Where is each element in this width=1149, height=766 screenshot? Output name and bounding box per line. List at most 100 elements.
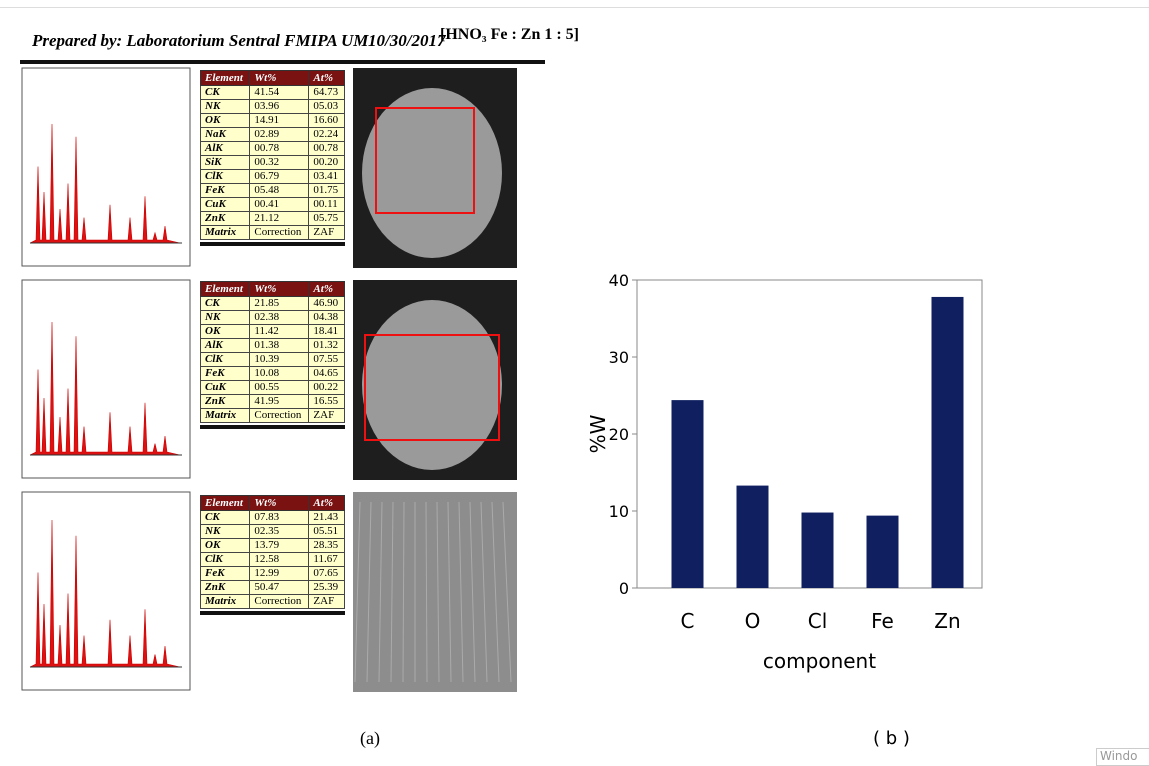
cell: CuK (201, 381, 250, 395)
cell: FeK (201, 567, 250, 581)
cell: ZAF (309, 595, 345, 609)
cell: 00.20 (309, 156, 345, 170)
watermark: Windo (1096, 748, 1149, 766)
cell: OK (201, 325, 250, 339)
x-tick-label: Fe (871, 609, 894, 633)
caption-a: (a) (360, 728, 380, 749)
cell: NaK (201, 128, 250, 142)
cell: CK (201, 297, 250, 311)
cell: 05.51 (309, 525, 345, 539)
cell: ZnK (201, 395, 250, 409)
cell: 01.32 (309, 339, 345, 353)
table-row: ClK06.7903.41 (201, 170, 345, 184)
page: {"header": {"prepared_by": "Prepared by:… (0, 0, 1149, 762)
cell: AlK (201, 339, 250, 353)
y-tick-label: 20 (609, 425, 629, 444)
x-tick-label: Zn (934, 609, 960, 633)
cell: 10.39 (250, 353, 309, 367)
cell: 04.65 (309, 367, 345, 381)
cell: 05.75 (309, 212, 345, 226)
table-rule (200, 611, 345, 615)
bar (802, 513, 834, 588)
cell: 00.55 (250, 381, 309, 395)
cell: 02.38 (250, 311, 309, 325)
cell: 46.90 (309, 297, 345, 311)
cell: 05.48 (250, 184, 309, 198)
cell: ZAF (309, 409, 345, 423)
cell: 00.22 (309, 381, 345, 395)
bar (932, 297, 964, 588)
cell: ZAF (309, 226, 345, 240)
cell: 00.78 (250, 142, 309, 156)
cell: 10.08 (250, 367, 309, 381)
x-tick-label: Cl (808, 609, 828, 633)
cell: 11.42 (250, 325, 309, 339)
table-row: MatrixCorrectionZAF (201, 226, 345, 240)
cell: 07.55 (309, 353, 345, 367)
cell: 06.79 (250, 170, 309, 184)
cell: SiK (201, 156, 250, 170)
cell: 00.32 (250, 156, 309, 170)
y-tick-label: 0 (619, 579, 629, 598)
y-tick-label: 30 (609, 348, 629, 367)
cell: ClK (201, 353, 250, 367)
cell: 18.41 (309, 325, 345, 339)
table-row: FeK10.0804.65 (201, 367, 345, 381)
cell: NK (201, 311, 250, 325)
cell: CK (201, 511, 250, 525)
header-cell: At% (309, 496, 345, 511)
table-row: NK03.9605.03 (201, 100, 345, 114)
sem-particle (362, 88, 502, 258)
cell: 04.38 (309, 311, 345, 325)
cell: 50.47 (250, 581, 309, 595)
table-row: OK13.7928.35 (201, 539, 345, 553)
table-rule (200, 242, 345, 246)
header-cell: Element (201, 496, 250, 511)
cell: 03.41 (309, 170, 345, 184)
bar (867, 516, 899, 588)
cell: 41.95 (250, 395, 309, 409)
table-row: ZnK41.9516.55 (201, 395, 345, 409)
x-tick-label: C (681, 609, 695, 633)
cell: ClK (201, 170, 250, 184)
cell: 12.58 (250, 553, 309, 567)
cell: 11.67 (309, 553, 345, 567)
y-tick-label: 40 (609, 271, 629, 290)
x-tick-label: O (745, 609, 761, 633)
bar (672, 400, 704, 588)
eds-table: ElementWt%At%CK41.5464.73NK03.9605.03OK1… (200, 70, 345, 240)
cell: 07.65 (309, 567, 345, 581)
header-cell: Element (201, 282, 250, 297)
cell: Correction (250, 226, 309, 240)
header-cell: At% (309, 71, 345, 86)
cell: OK (201, 539, 250, 553)
table-row: FeK05.4801.75 (201, 184, 345, 198)
header-cell: Wt% (250, 496, 309, 511)
cell: 05.03 (309, 100, 345, 114)
x-axis-label: component (763, 649, 876, 673)
cell: 02.24 (309, 128, 345, 142)
header-cell: Wt% (250, 282, 309, 297)
cell: ZnK (201, 581, 250, 595)
cell: 03.96 (250, 100, 309, 114)
table-row: AlK01.3801.32 (201, 339, 345, 353)
cell: 13.79 (250, 539, 309, 553)
header-cell: Wt% (250, 71, 309, 86)
cell: 16.60 (309, 114, 345, 128)
